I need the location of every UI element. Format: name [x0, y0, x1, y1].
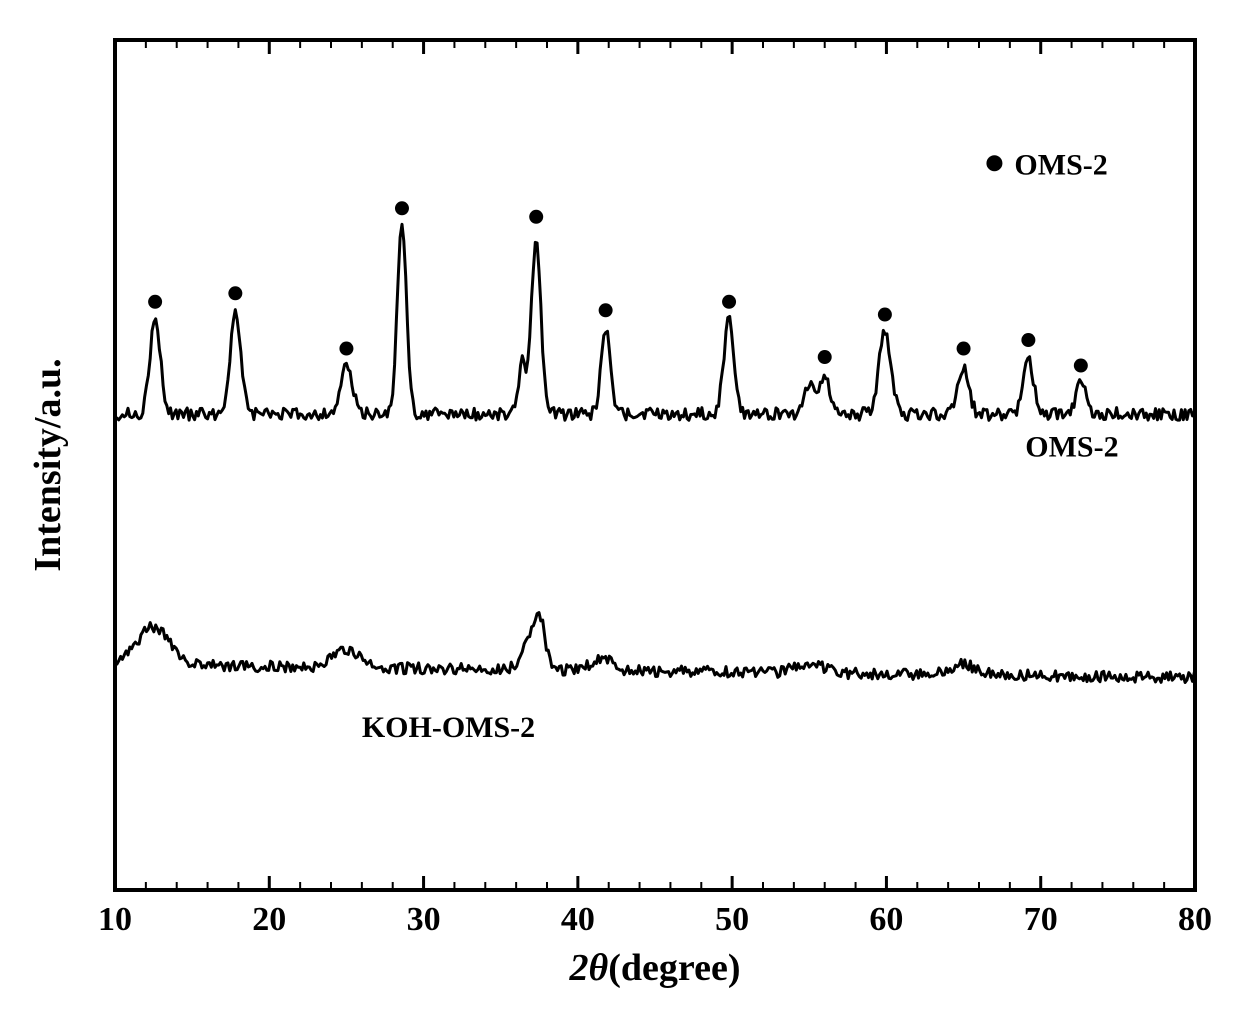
svg-text:OMS-2: OMS-2: [1025, 431, 1118, 464]
svg-text:80: 80: [1178, 901, 1212, 938]
svg-text:Intensity/a.u.: Intensity/a.u.: [27, 358, 69, 571]
svg-text:40: 40: [561, 901, 595, 938]
svg-text:2θ(degree): 2θ(degree): [569, 947, 741, 989]
chart-svg: 10 20 30 40 50 60 70 80 2θ(degree) Intensity/a.u.…: [0, 0, 1240, 1011]
svg-text:20: 20: [252, 901, 286, 938]
svg-text:50: 50: [715, 901, 749, 938]
svg-text:70: 70: [1024, 901, 1058, 938]
svg-text:KOH-OMS-2: KOH-OMS-2: [362, 711, 535, 744]
svg-text:10: 10: [98, 901, 132, 938]
xrd-chart: 10 20 30 40 50 60 70 80 2θ(degree) Intensity/a.u.…: [0, 0, 1240, 1011]
svg-text:30: 30: [407, 901, 441, 938]
svg-text:OMS-2: OMS-2: [1014, 148, 1107, 181]
svg-text:60: 60: [869, 901, 903, 938]
